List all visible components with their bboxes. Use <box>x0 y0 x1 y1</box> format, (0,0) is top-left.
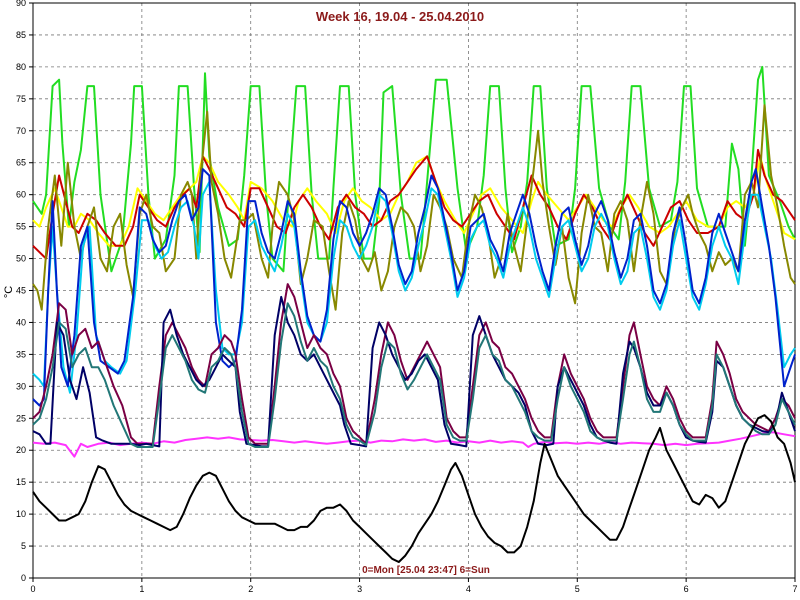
x-tick-label: 5 <box>575 584 580 594</box>
x-tick-label: 6 <box>684 584 689 594</box>
x-tick-label: 2 <box>248 584 253 594</box>
y-tick-label: 90 <box>16 0 26 8</box>
y-tick-label: 35 <box>16 349 26 359</box>
y-tick-label: 5 <box>21 541 26 551</box>
y-tick-label: 65 <box>16 158 26 168</box>
y-tick-label: 85 <box>16 30 26 40</box>
y-tick-label: 15 <box>16 477 26 487</box>
y-tick-label: 70 <box>16 126 26 136</box>
x-tick-label: 1 <box>139 584 144 594</box>
series-line-5 <box>32 180 796 394</box>
series-line-10 <box>32 302 796 448</box>
y-tick-label: 10 <box>16 509 26 519</box>
series-line-11 <box>32 414 796 563</box>
y-tick-label: 55 <box>16 222 26 232</box>
y-tick-label: 30 <box>16 381 26 391</box>
y-tick-label: 40 <box>16 317 26 327</box>
series-line-8 <box>32 283 796 445</box>
x-axis-ticks: 0 1 2 3 4 5 6 7 <box>30 578 798 594</box>
y-tick-label: 45 <box>16 286 26 296</box>
x-tick-label: 0 <box>30 584 35 594</box>
y-tick-label: 60 <box>16 190 26 200</box>
y-tick-label: 50 <box>16 254 26 264</box>
y-tick-label: 0 <box>21 573 26 583</box>
x-tick-label: 3 <box>357 584 362 594</box>
y-tick-label: 75 <box>16 94 26 104</box>
y-tick-label: 80 <box>16 62 26 72</box>
y-tick-label: 25 <box>16 413 26 423</box>
x-tick-label: 7 <box>792 584 797 594</box>
series-line-6 <box>32 168 796 407</box>
series-group <box>32 65 796 563</box>
chart-footer: 0=Mon [25.04 23:47] 6=Sun <box>362 565 490 576</box>
chart-title: Week 16, 19.04 - 25.04.2010 <box>316 9 484 24</box>
y-tick-label: 20 <box>16 445 26 455</box>
y-axis-ticks: 0 5 10 15 20 25 30 35 40 45 50 55 60 65 70 75 80 85 90 <box>16 0 33 583</box>
x-tick-label: 4 <box>466 584 471 594</box>
series-line-1 <box>32 65 796 273</box>
y-axis-label: °C <box>3 286 15 298</box>
grid <box>33 3 795 578</box>
